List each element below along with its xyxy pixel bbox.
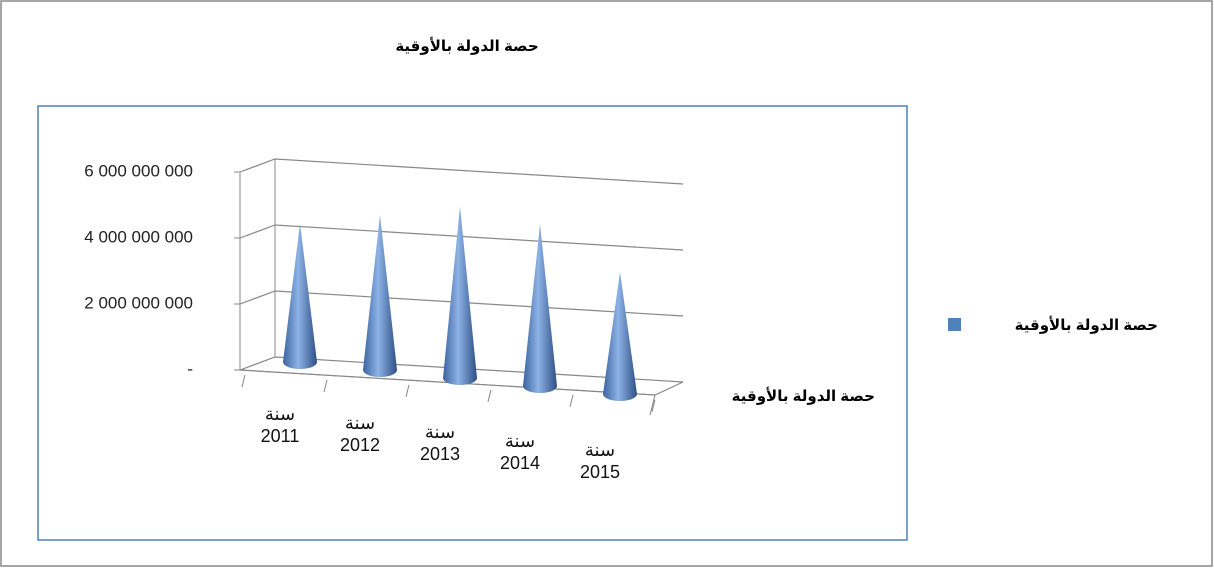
x-tick-mark: [241, 374, 246, 388]
x-tick-label: سنة 2013: [419, 422, 461, 464]
x-tick-mark: [569, 394, 574, 407]
y-tick-label: 6 000 000 000: [84, 161, 193, 180]
cone: [283, 223, 317, 369]
x-tick-mark: [405, 384, 410, 398]
chart-title: حصة الدولة بالأوقية: [395, 37, 538, 55]
x-tick-label: سنة 2015: [579, 440, 621, 482]
x-tick-mark: [651, 399, 656, 412]
x-tick-mark: [487, 389, 492, 402]
cone: [523, 224, 557, 393]
legend-label: حصة الدولة بالأوقية: [1015, 316, 1158, 334]
plot-border: [37, 105, 908, 541]
x-tick-label: سنة 2011: [260, 404, 300, 446]
y-tick-label: 4 000 000 000: [84, 227, 193, 246]
grid-line: [239, 158, 684, 185]
legend-swatch: [948, 318, 961, 331]
x-axis-label: حصة الدولة بالأوقية: [732, 387, 875, 405]
cone: [603, 271, 637, 401]
floor-edge: [649, 394, 656, 416]
cone: [443, 206, 477, 385]
x-tick-label: سنة 2014: [499, 431, 541, 473]
cone: [363, 214, 397, 377]
y-tick-label: 2 000 000 000: [84, 293, 193, 312]
x-tick-label: سنة 2012: [339, 413, 381, 455]
y-tick-label: -: [187, 359, 193, 378]
x-tick-mark: [323, 379, 328, 393]
